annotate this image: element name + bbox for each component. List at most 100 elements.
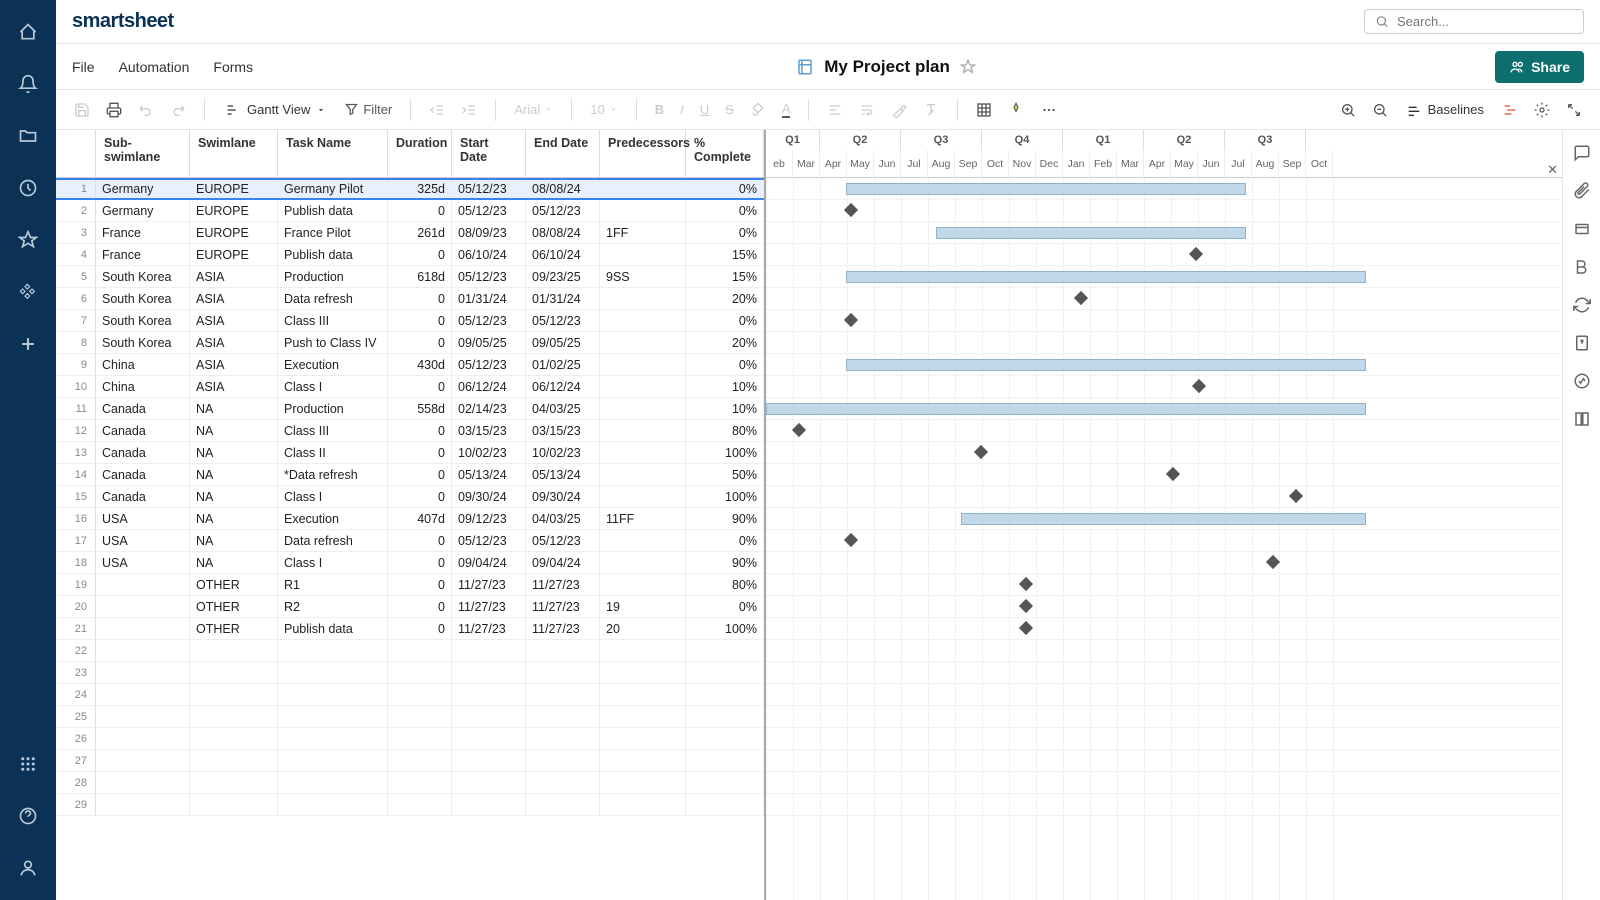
cell[interactable]: USA [96,552,190,573]
cell[interactable]: Production [278,398,388,419]
cell[interactable] [600,706,686,727]
star-icon[interactable] [960,59,976,75]
cell[interactable]: Data refresh [278,288,388,309]
cell[interactable]: South Korea [96,310,190,331]
cell[interactable] [526,706,600,727]
cell[interactable]: Execution [278,354,388,375]
cell[interactable]: Canada [96,442,190,463]
cell[interactable]: 0 [388,244,452,265]
cell[interactable] [600,464,686,485]
cell[interactable]: 0 [388,574,452,595]
table-row[interactable]: 5South KoreaASIAProduction618d05/12/2309… [56,266,764,288]
row-number[interactable]: 18 [56,552,96,573]
cell[interactable] [190,772,278,793]
cell[interactable]: 261d [388,222,452,243]
cell[interactable]: France Pilot [278,222,388,243]
cell[interactable] [600,310,686,331]
gantt-row[interactable] [766,552,1562,574]
cell[interactable]: 11/27/23 [526,574,600,595]
cell[interactable]: Class I [278,376,388,397]
cell[interactable] [96,706,190,727]
cell[interactable]: ASIA [190,354,278,375]
cell[interactable] [686,772,764,793]
folder-icon[interactable] [16,124,40,148]
cell[interactable] [388,794,452,815]
cell[interactable]: 0 [388,596,452,617]
cell[interactable] [190,640,278,661]
cell[interactable]: 05/12/23 [452,354,526,375]
cell[interactable]: 10% [686,398,764,419]
row-number[interactable]: 1 [56,180,96,198]
cell[interactable]: USA [96,508,190,529]
cell[interactable] [96,684,190,705]
col-header[interactable]: Sub-swimlane [96,130,190,177]
gantt-milestone[interactable] [1289,489,1303,503]
cell[interactable]: 90% [686,508,764,529]
gantt-milestone[interactable] [844,203,858,217]
cell[interactable]: ASIA [190,288,278,309]
cell[interactable]: 05/12/23 [526,530,600,551]
cell[interactable] [600,794,686,815]
cell[interactable]: NA [190,420,278,441]
cell[interactable]: France [96,222,190,243]
row-number[interactable]: 25 [56,706,96,727]
gantt-row[interactable] [766,332,1562,354]
cell[interactable]: 430d [388,354,452,375]
gantt-milestone[interactable] [1189,247,1203,261]
cell[interactable]: 05/12/23 [526,310,600,331]
cell[interactable] [686,728,764,749]
row-number[interactable]: 11 [56,398,96,419]
cell[interactable]: Production [278,266,388,287]
table-row[interactable]: 12CanadaNAClass III003/15/2303/15/2380% [56,420,764,442]
gantt-milestone[interactable] [1266,555,1280,569]
search-input[interactable] [1397,14,1573,29]
cell[interactable] [600,244,686,265]
gantt-row[interactable] [766,596,1562,618]
cell[interactable]: 0 [388,200,452,221]
cell[interactable] [600,398,686,419]
gantt-milestone[interactable] [1192,379,1206,393]
cell[interactable] [600,376,686,397]
cell[interactable]: 09/04/24 [526,552,600,573]
row-number[interactable]: 3 [56,222,96,243]
settings-icon[interactable] [1528,98,1556,122]
cell[interactable] [526,794,600,815]
conversations-icon[interactable] [1573,144,1591,162]
gantt-row[interactable] [766,508,1562,530]
table-row[interactable]: 25 [56,706,764,728]
cell[interactable] [600,288,686,309]
cell[interactable]: 15% [686,266,764,287]
cell[interactable] [190,684,278,705]
bold-icon[interactable]: B [649,98,670,121]
gantt-row[interactable] [766,310,1562,332]
cell[interactable] [388,772,452,793]
col-header[interactable]: Predecessors [600,130,686,177]
cell[interactable]: Class I [278,552,388,573]
cell[interactable]: China [96,376,190,397]
recents-icon[interactable] [16,176,40,200]
cell[interactable]: ASIA [190,310,278,331]
col-header[interactable]: Duration [388,130,452,177]
cell[interactable] [278,794,388,815]
cell[interactable] [278,728,388,749]
table-row[interactable]: 23 [56,662,764,684]
row-number[interactable]: 6 [56,288,96,309]
cell[interactable]: 100% [686,486,764,507]
cell[interactable] [388,684,452,705]
more-icon[interactable] [1034,97,1064,123]
row-number[interactable]: 19 [56,574,96,595]
gantt-row[interactable] [766,684,1562,706]
cell[interactable] [600,640,686,661]
cell[interactable] [600,420,686,441]
gantt-milestone[interactable] [1019,577,1033,591]
cell[interactable] [452,750,526,771]
row-number[interactable]: 28 [56,772,96,793]
gantt-bar[interactable] [936,227,1246,239]
cell[interactable]: South Korea [96,266,190,287]
table-row[interactable]: 4FranceEUROPEPublish data006/10/2406/10/… [56,244,764,266]
cell[interactable]: Class III [278,420,388,441]
cell[interactable] [190,728,278,749]
cell[interactable]: Class III [278,310,388,331]
cell[interactable]: ASIA [190,332,278,353]
menu-forms[interactable]: Forms [213,59,253,75]
